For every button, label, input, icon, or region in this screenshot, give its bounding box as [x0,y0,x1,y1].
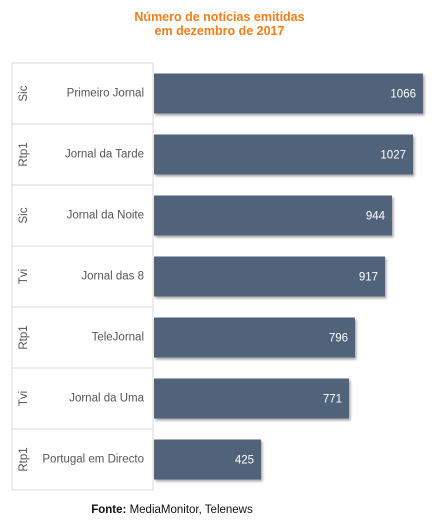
group-label: Rtp1 [18,142,30,166]
bar [154,439,261,480]
chart-source: Fonte: MediaMonitor, Telenews [0,504,344,516]
category-label: Jornal da Uma [69,393,144,405]
category-label: Jornal da Tarde [65,149,144,161]
bar [154,195,392,236]
bar [154,134,413,175]
group-label: Tvi [18,391,30,406]
category-label: Jornal das 8 [81,271,144,283]
bar [154,73,423,114]
source-label: Fonte: [91,504,127,516]
group-label: Rtp1 [18,325,30,349]
bar-value-label: 771 [323,394,342,406]
category-label: Portugal em Directo [42,454,144,466]
category-label: Jornal da Noite [67,210,144,222]
bar [154,317,355,358]
category-label: Primeiro Jornal [67,88,144,100]
bar-value-label: 1027 [380,150,406,162]
category-label: TeleJornal [92,332,144,344]
bar-value-label: 917 [359,272,378,284]
bar-value-label: 796 [329,333,348,345]
chart-title-line-1: Número de notícias emitidas [134,10,305,24]
bar-value-label: 425 [235,455,254,467]
group-label: Sic [18,85,30,101]
bar-value-label: 1066 [390,89,416,101]
bar [154,256,385,297]
source-text: MediaMonitor, Telenews [129,504,253,516]
chart-title-line-2: em dezembro de 2017 [154,24,285,38]
chart-title: Número de notícias emitidas em dezembro … [0,10,439,38]
group-label: Rtp1 [18,447,30,471]
bar [154,378,349,419]
bar-value-label: 944 [366,211,386,223]
group-label: Sic [18,207,30,223]
group-label: Tvi [18,269,30,284]
